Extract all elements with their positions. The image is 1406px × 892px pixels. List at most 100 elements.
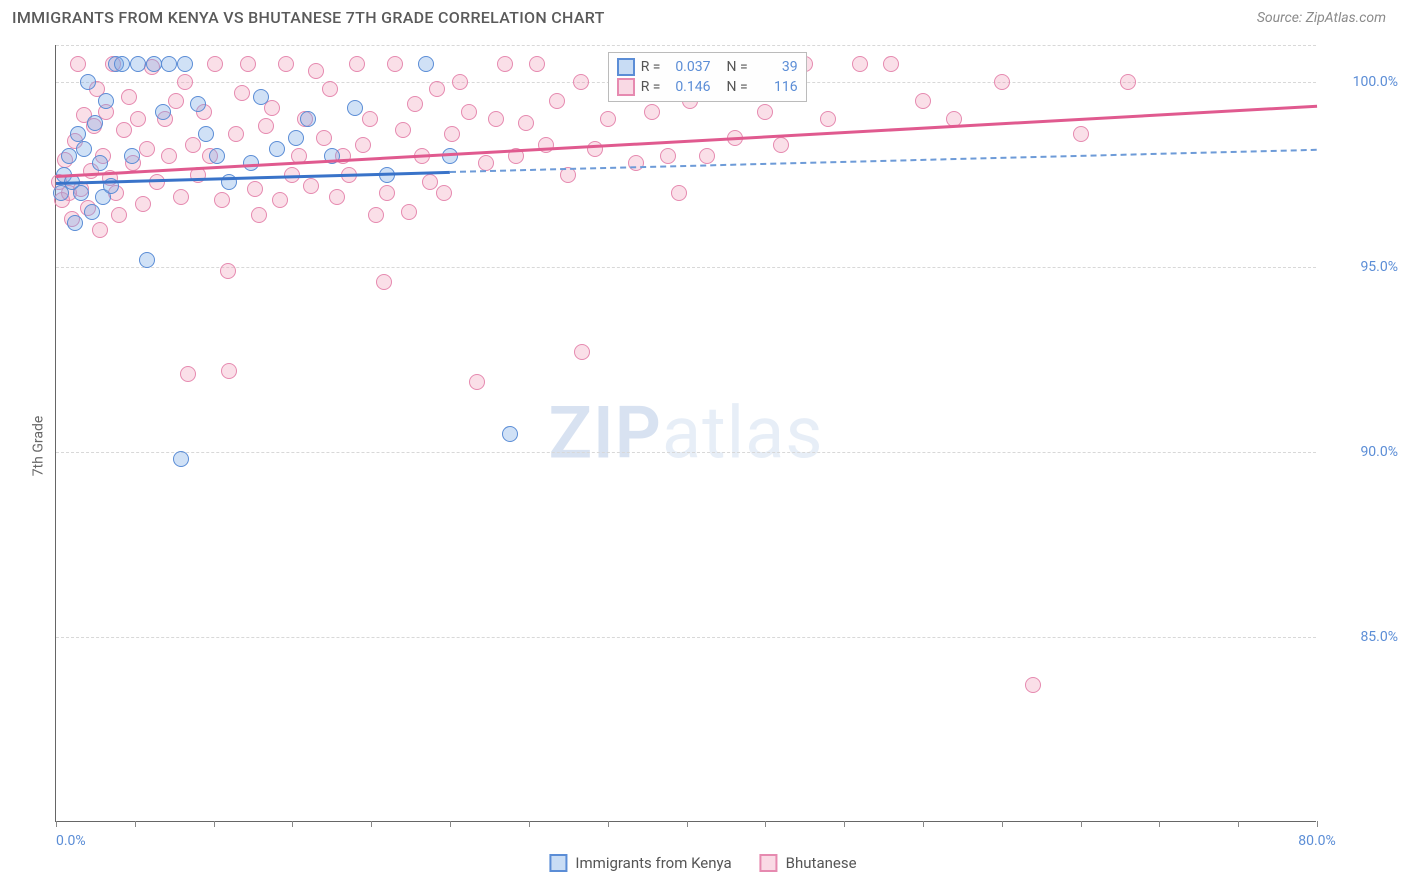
data-point [76, 141, 92, 157]
series-legend: Immigrants from Kenya Bhutanese [549, 854, 856, 872]
data-point [80, 74, 96, 90]
y-tick-label: 90.0% [1360, 444, 1398, 460]
data-point [180, 366, 196, 382]
r-value: 0.146 [666, 79, 710, 95]
x-tick [1317, 821, 1318, 827]
data-point [444, 126, 460, 142]
data-point [387, 56, 403, 72]
data-point [92, 155, 108, 171]
n-label: N = [726, 79, 747, 95]
x-tick [608, 821, 609, 827]
data-point [185, 137, 201, 153]
n-value: 39 [754, 59, 798, 75]
data-point [288, 130, 304, 146]
legend-swatch-pink [617, 78, 635, 96]
n-label: N = [726, 59, 747, 75]
data-point [502, 426, 518, 442]
data-point [429, 81, 445, 97]
r-value: 0.037 [666, 59, 710, 75]
data-point [177, 56, 193, 72]
data-point [130, 111, 146, 127]
x-tick [765, 821, 766, 827]
data-point [149, 174, 165, 190]
x-tick [135, 821, 136, 827]
watermark: ZIPatlas [548, 391, 823, 476]
x-tick-label: 0.0% [56, 833, 86, 849]
data-point [994, 74, 1010, 90]
data-point [395, 122, 411, 138]
gridline [56, 45, 1316, 46]
data-point [168, 93, 184, 109]
data-point [61, 148, 77, 164]
data-point [173, 189, 189, 205]
data-point [644, 104, 660, 120]
data-point [209, 148, 225, 164]
data-point [322, 81, 338, 97]
data-point [116, 122, 132, 138]
x-tick [1238, 821, 1239, 827]
data-point [368, 207, 384, 223]
data-point [92, 222, 108, 238]
data-point [469, 374, 485, 390]
x-tick [292, 821, 293, 827]
legend-item-bhutanese: Bhutanese [760, 854, 857, 872]
data-point [407, 96, 423, 112]
data-point [497, 56, 513, 72]
x-tick [687, 821, 688, 827]
trendline-kenya-dashed [450, 149, 1317, 173]
y-tick-label: 85.0% [1360, 629, 1398, 645]
data-point [376, 274, 392, 290]
data-point [671, 185, 687, 201]
data-point [247, 181, 263, 197]
data-point [461, 104, 477, 120]
x-tick [214, 821, 215, 827]
data-point [820, 111, 836, 127]
data-point [269, 141, 285, 157]
legend-label: Immigrants from Kenya [575, 854, 731, 872]
data-point [308, 63, 324, 79]
data-point [549, 93, 565, 109]
legend-swatch-blue [617, 58, 635, 76]
data-point [67, 215, 83, 231]
data-point [161, 148, 177, 164]
data-point [177, 74, 193, 90]
data-point [73, 185, 89, 201]
data-point [422, 174, 438, 190]
data-point [355, 137, 371, 153]
data-point [272, 192, 288, 208]
data-point [401, 204, 417, 220]
x-tick [529, 821, 530, 827]
legend-swatch-blue [549, 854, 567, 872]
data-point [349, 56, 365, 72]
data-point [436, 185, 452, 201]
data-point [329, 189, 345, 205]
data-point [70, 126, 86, 142]
data-point [220, 263, 236, 279]
x-tick [1081, 821, 1082, 827]
data-point [452, 74, 468, 90]
data-point [251, 207, 267, 223]
data-point [488, 111, 504, 127]
r-label: R = [641, 59, 661, 75]
gridline [56, 267, 1316, 268]
x-tick [1002, 821, 1003, 827]
data-point [124, 148, 140, 164]
x-tick [844, 821, 845, 827]
data-point [883, 56, 899, 72]
data-point [757, 104, 773, 120]
data-point [300, 111, 316, 127]
data-point [130, 56, 146, 72]
r-label: R = [641, 79, 661, 95]
data-point [135, 196, 151, 212]
correlation-legend-row: R =0.146N =116 [617, 77, 798, 97]
data-point [207, 56, 223, 72]
data-point [139, 141, 155, 157]
legend-item-kenya: Immigrants from Kenya [549, 854, 731, 872]
y-axis-label: 7th Grade [30, 416, 46, 477]
data-point [98, 93, 114, 109]
data-point [1025, 677, 1041, 693]
data-point [418, 56, 434, 72]
x-tick [56, 821, 57, 827]
y-tick-label: 95.0% [1360, 259, 1398, 275]
data-point [699, 148, 715, 164]
